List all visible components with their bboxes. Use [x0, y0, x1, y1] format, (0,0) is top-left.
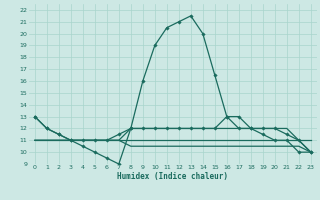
X-axis label: Humidex (Indice chaleur): Humidex (Indice chaleur) [117, 172, 228, 181]
